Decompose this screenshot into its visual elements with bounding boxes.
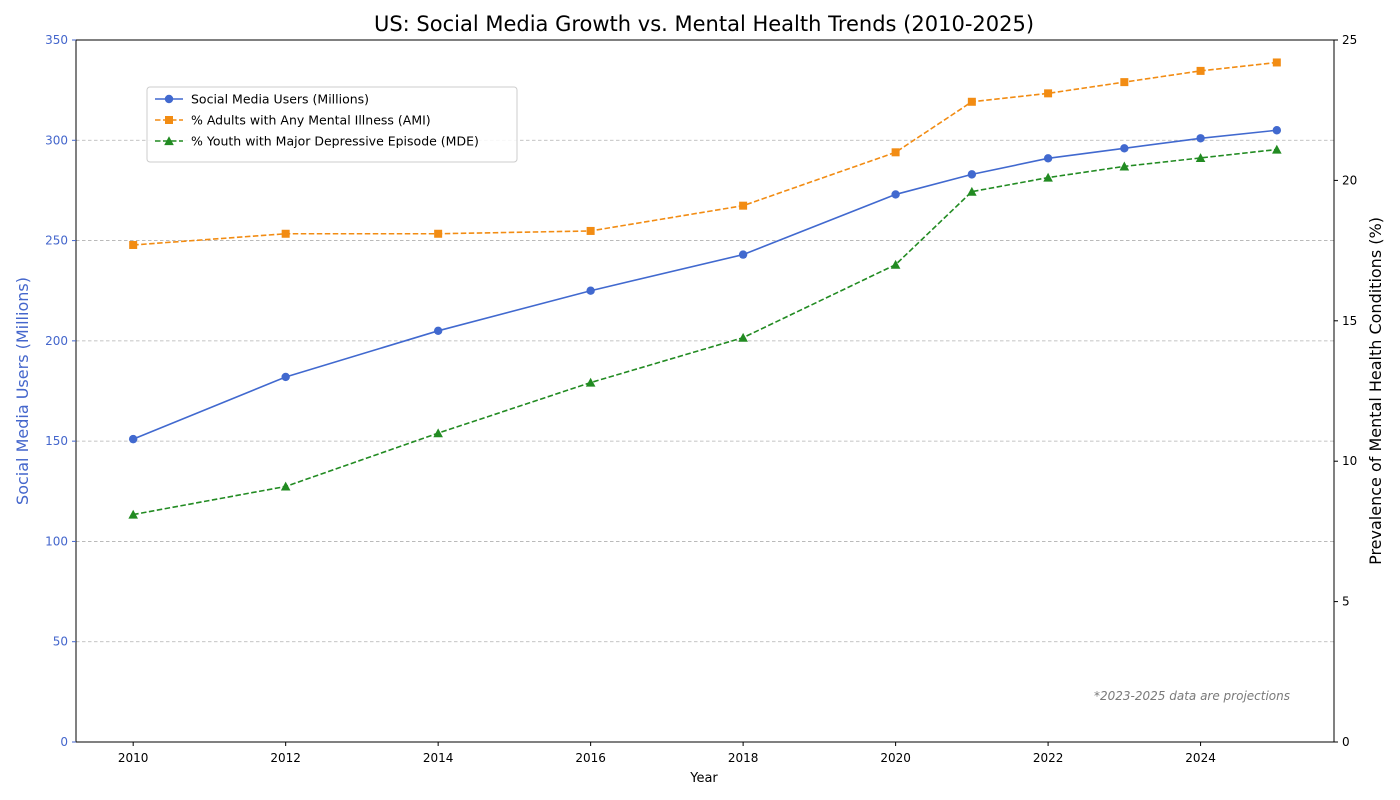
chart-title: US: Social Media Growth vs. Mental Healt… <box>374 12 1034 36</box>
data-point <box>281 229 290 238</box>
y-right-tick-label: 15 <box>1342 314 1357 328</box>
legend-label: % Adults with Any Mental Illness (AMI) <box>191 113 431 128</box>
legend-marker <box>165 116 173 124</box>
series-1 <box>128 126 1282 444</box>
series-line <box>132 129 1277 440</box>
legend-entry: Social Media Users (Millions) <box>155 92 369 107</box>
legend-entry: % Adults with Any Mental Illness (AMI) <box>155 113 431 128</box>
gridlines <box>76 139 1334 643</box>
y-axis-left-title: Social Media Users (Millions) <box>13 277 32 505</box>
y-left-tick-label: 50 <box>53 635 68 649</box>
x-tick-label: 2022 <box>1033 751 1064 765</box>
legend: Social Media Users (Millions) % Adults wi… <box>146 86 518 163</box>
legend-box <box>146 86 518 163</box>
data-point <box>739 201 748 210</box>
data-point <box>967 170 977 179</box>
data-point <box>433 428 443 438</box>
data-point <box>738 250 748 259</box>
series-3 <box>128 144 1282 519</box>
axes: 2010 2012 2014 2016 2018 2020 2022 202405010015… <box>45 33 1357 765</box>
y-left-tick-label: 200 <box>45 334 68 348</box>
data-point <box>1043 172 1053 182</box>
data-point <box>1043 154 1053 163</box>
x-tick-label: 2012 <box>270 751 301 765</box>
x-tick-label: 2024 <box>1185 751 1216 765</box>
x-tick-label: 2014 <box>423 751 454 765</box>
series-2 <box>129 58 1281 249</box>
y-right-tick-label: 10 <box>1342 454 1357 468</box>
legend-label: Social Media Users (Millions) <box>191 92 369 107</box>
x-tick-label: 2010 <box>118 751 149 765</box>
data-point <box>1120 144 1129 153</box>
data-point <box>281 372 290 382</box>
data-point <box>586 226 595 235</box>
data-point <box>128 509 138 519</box>
legend-marker <box>164 94 174 104</box>
data-point <box>128 434 138 444</box>
data-point <box>1196 66 1205 75</box>
data-point <box>1196 134 1205 143</box>
y-right-tick-label: 20 <box>1342 173 1357 187</box>
x-tick-label: 2016 <box>575 751 606 765</box>
x-tick-label: 2020 <box>880 751 911 765</box>
series-layer <box>128 58 1282 519</box>
legend-marker <box>164 136 174 146</box>
x-tick-label: 2018 <box>728 751 759 765</box>
projection-annotation: *2023-2025 data are projections <box>1094 689 1290 703</box>
y-left-tick-label: 350 <box>45 33 68 47</box>
data-point <box>1272 144 1282 154</box>
y-right-tick-label: 25 <box>1342 33 1357 47</box>
data-point <box>1120 78 1129 87</box>
y-right-tick-label: 0 <box>1342 735 1350 749</box>
data-point <box>1044 89 1053 98</box>
data-point <box>967 186 977 196</box>
y-left-tick-label: 250 <box>45 234 68 248</box>
y-left-tick-label: 0 <box>60 735 68 749</box>
data-point <box>967 97 976 106</box>
data-point <box>585 377 596 387</box>
data-point <box>1272 58 1281 67</box>
data-point <box>891 190 900 199</box>
data-point <box>1272 126 1282 135</box>
data-point <box>891 148 900 157</box>
data-point <box>1195 153 1206 163</box>
data-point <box>586 286 595 295</box>
y-left-tick-label: 300 <box>45 133 68 147</box>
y-left-tick-label: 150 <box>45 434 68 448</box>
legend-entry: % Youth with Major Depressive Episode (M… <box>155 134 479 149</box>
data-point <box>434 229 443 238</box>
data-point <box>433 326 443 336</box>
data-point <box>280 481 291 491</box>
data-point <box>890 259 901 269</box>
data-point <box>129 240 138 249</box>
y-axis-right-title: Prevalence of Mental Health Conditions (… <box>1366 217 1385 565</box>
data-point <box>738 332 748 342</box>
x-axis-title: Year <box>689 771 718 786</box>
series-line <box>133 61 1277 246</box>
y-left-tick-label: 100 <box>45 534 68 548</box>
y-right-tick-label: 5 <box>1342 595 1350 609</box>
data-point <box>1119 161 1130 171</box>
series-line <box>133 148 1277 516</box>
legend-label: % Youth with Major Depressive Episode (M… <box>191 134 479 149</box>
